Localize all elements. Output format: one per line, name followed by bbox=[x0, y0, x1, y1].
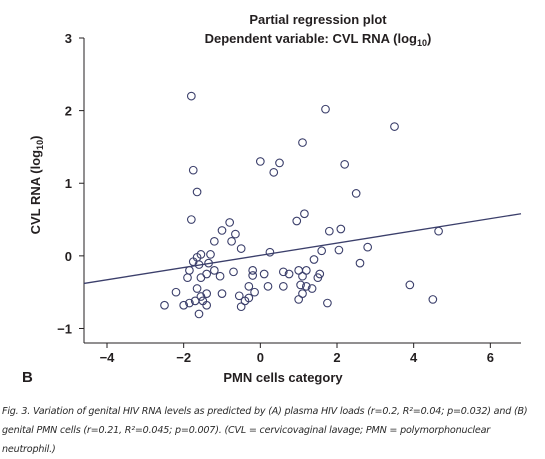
data-point bbox=[206, 250, 215, 259]
data-point bbox=[215, 271, 225, 281]
data-point bbox=[336, 224, 346, 234]
data-point bbox=[250, 287, 259, 297]
data-point bbox=[317, 246, 327, 256]
data-point bbox=[227, 236, 236, 246]
data-point bbox=[298, 271, 307, 281]
data-point bbox=[269, 167, 279, 177]
data-point bbox=[324, 226, 334, 236]
data-point bbox=[340, 160, 350, 169]
data-point bbox=[300, 209, 309, 219]
y-tick-label: −1 bbox=[57, 321, 72, 336]
x-tick-label: 2 bbox=[333, 350, 340, 365]
data-point bbox=[192, 187, 202, 197]
data-point bbox=[209, 266, 219, 275]
chart-subtitle-suffix: ) bbox=[427, 31, 431, 46]
data-point bbox=[309, 255, 319, 264]
data-point bbox=[355, 258, 365, 268]
data-point bbox=[334, 245, 344, 255]
data-point bbox=[236, 302, 246, 312]
data-point bbox=[179, 300, 189, 310]
y-tick-label: 0 bbox=[65, 249, 72, 264]
data-point bbox=[160, 300, 169, 310]
data-point bbox=[183, 273, 192, 282]
data-point bbox=[434, 226, 443, 236]
data-point bbox=[321, 104, 330, 114]
data-point bbox=[225, 218, 235, 227]
x-tick-label: 4 bbox=[410, 350, 418, 365]
chart-title: Partial regression plot bbox=[249, 12, 387, 27]
data-point bbox=[351, 189, 361, 198]
data-point bbox=[255, 157, 265, 166]
data-point bbox=[278, 267, 288, 277]
data-point bbox=[298, 138, 307, 147]
y-axis-label-subscript: 10 bbox=[35, 140, 45, 150]
y-axis-label: CVL RNA (log10) bbox=[28, 136, 45, 235]
data-point bbox=[248, 271, 258, 280]
data-point bbox=[231, 229, 240, 239]
data-point bbox=[202, 300, 212, 310]
data-point bbox=[185, 266, 194, 275]
data-point bbox=[278, 282, 288, 291]
data-point bbox=[301, 282, 311, 291]
data-point bbox=[188, 165, 198, 175]
y-axis-label-prefix: CVL RNA (log bbox=[28, 150, 43, 235]
data-point bbox=[202, 269, 212, 279]
data-point bbox=[263, 282, 273, 291]
data-points bbox=[160, 91, 443, 319]
data-point bbox=[294, 295, 304, 304]
data-point bbox=[190, 296, 200, 306]
x-ticks: −4 −2 0 2 4 6 bbox=[100, 343, 494, 365]
data-point bbox=[186, 91, 196, 101]
partial-regression-plot: Partial regression plot Dependent variab… bbox=[22, 12, 522, 386]
data-point bbox=[192, 284, 202, 293]
data-point bbox=[405, 280, 415, 290]
y-axis-label-suffix: ) bbox=[28, 136, 43, 140]
data-point bbox=[204, 258, 213, 268]
data-point bbox=[209, 236, 219, 246]
figure-caption: Fig. 3. Variation of genital HIV RNA lev… bbox=[2, 406, 528, 455]
x-tick-label: −2 bbox=[176, 350, 191, 365]
panel-label: B bbox=[22, 369, 33, 386]
data-point bbox=[292, 216, 302, 226]
data-point bbox=[323, 298, 332, 308]
data-point bbox=[217, 289, 227, 298]
y-tick-label: 3 bbox=[65, 31, 72, 46]
data-point bbox=[171, 287, 181, 297]
data-point bbox=[307, 284, 317, 293]
chart-subtitle-subscript: 10 bbox=[417, 38, 427, 48]
data-point bbox=[186, 215, 196, 224]
y-tick-label: 1 bbox=[65, 176, 72, 191]
data-point bbox=[284, 269, 294, 279]
data-point bbox=[217, 226, 227, 235]
data-point bbox=[244, 282, 254, 291]
chart-subtitle: Dependent variable: CVL RNA (log10) bbox=[205, 31, 432, 48]
data-point bbox=[390, 122, 399, 131]
fit-line-group bbox=[83, 213, 522, 285]
y-ticks: −1 0 1 2 3 bbox=[57, 31, 84, 336]
data-point bbox=[259, 269, 269, 279]
x-tick-label: 0 bbox=[257, 350, 264, 365]
data-point bbox=[313, 273, 323, 282]
y-tick-label: 2 bbox=[65, 104, 72, 119]
data-point bbox=[185, 298, 194, 308]
data-point bbox=[248, 266, 258, 275]
x-tick-label: 6 bbox=[487, 350, 494, 365]
data-point bbox=[296, 280, 305, 290]
x-tick-label: −4 bbox=[100, 350, 116, 365]
data-point bbox=[234, 291, 244, 301]
data-point bbox=[229, 267, 238, 277]
data-point bbox=[275, 158, 284, 168]
data-point bbox=[265, 247, 275, 257]
chart-subtitle-prefix: Dependent variable: CVL RNA (log bbox=[205, 31, 417, 46]
data-point bbox=[244, 293, 254, 303]
data-point bbox=[428, 295, 438, 304]
data-point bbox=[196, 273, 206, 282]
regression-fit-line bbox=[83, 213, 522, 285]
data-point bbox=[196, 292, 206, 301]
x-axis-label: PMN cells category bbox=[223, 370, 343, 385]
data-point bbox=[194, 309, 204, 319]
data-point bbox=[194, 260, 204, 269]
data-point bbox=[363, 242, 373, 252]
data-point bbox=[236, 244, 246, 253]
